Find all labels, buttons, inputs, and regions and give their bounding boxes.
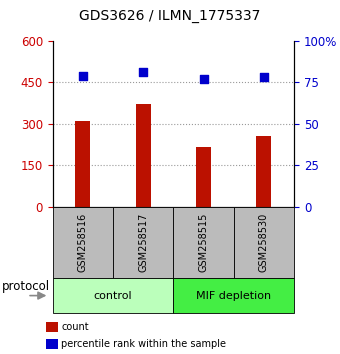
Bar xyxy=(196,148,211,207)
Text: GSM258530: GSM258530 xyxy=(259,213,269,272)
Text: GSM258517: GSM258517 xyxy=(138,213,148,272)
Text: count: count xyxy=(61,322,89,332)
Text: GDS3626 / ILMN_1775337: GDS3626 / ILMN_1775337 xyxy=(79,8,261,23)
Text: protocol: protocol xyxy=(2,280,50,293)
Point xyxy=(80,73,86,79)
Text: control: control xyxy=(94,291,132,301)
Text: GSM258515: GSM258515 xyxy=(199,213,208,272)
Bar xyxy=(256,136,271,207)
Bar xyxy=(75,121,90,207)
Text: GSM258516: GSM258516 xyxy=(78,213,88,272)
Point xyxy=(201,76,206,82)
Point xyxy=(140,69,146,75)
Text: MIF depletion: MIF depletion xyxy=(196,291,271,301)
Point xyxy=(261,74,267,80)
Text: percentile rank within the sample: percentile rank within the sample xyxy=(61,339,226,349)
Bar xyxy=(136,104,151,207)
